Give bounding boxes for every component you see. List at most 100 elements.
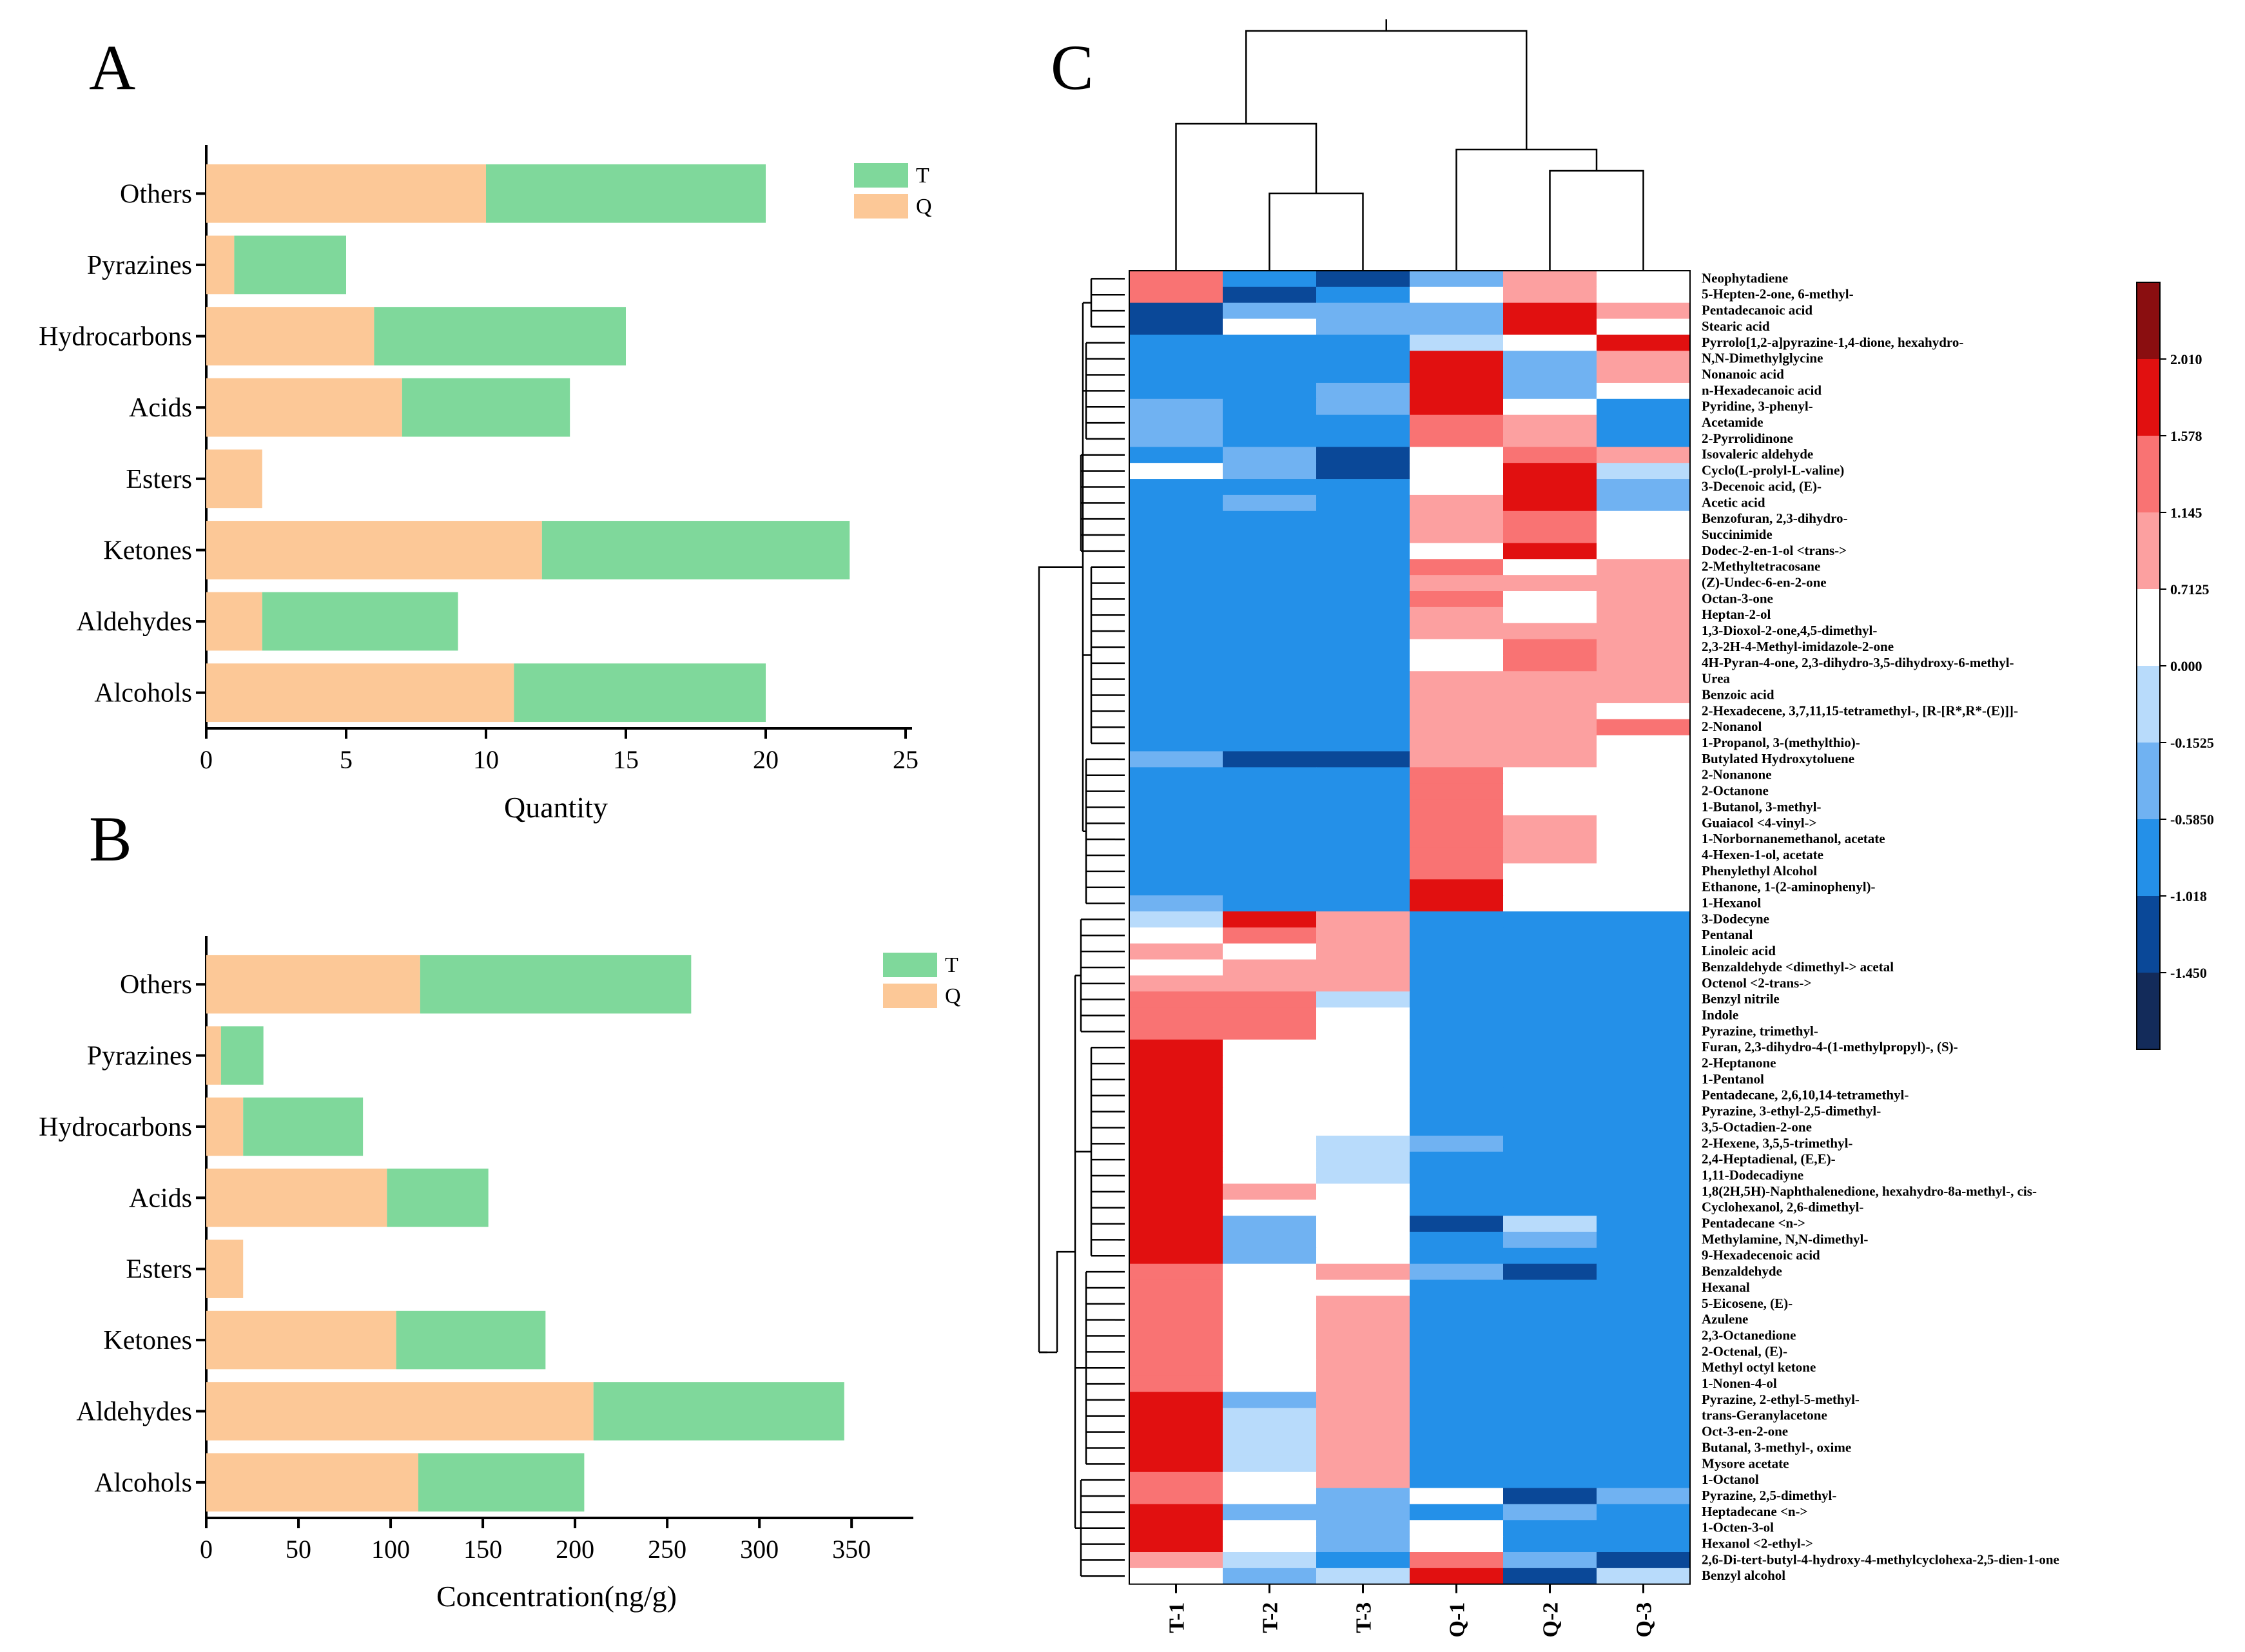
heatmap-cell [1316,398,1410,416]
row-label: 1-Pentanol [1702,1071,1764,1087]
heatmap-cell [1503,414,1597,432]
heatmap-cell [1223,735,1317,752]
heatmap-cell [1129,1263,1223,1281]
heatmap-cell [1410,831,1504,848]
category-label: Acids [129,393,192,423]
heatmap-cell [1410,863,1504,880]
heatmap-cell [1129,879,1223,896]
heatmap-cell [1597,1424,1691,1441]
heatmap-cell [1597,1392,1691,1408]
colorbar-band [2137,589,2160,666]
heatmap-cell [1410,1232,1504,1249]
colorbar-tick-label: -1.450 [2170,965,2207,981]
heatmap-cell [1410,799,1504,816]
heatmap-cell [1410,1440,1504,1457]
heatmap-cell [1129,1055,1223,1073]
heatmap-cell [1503,1455,1597,1473]
category-label: Others [120,179,192,209]
heatmap-cell [1410,847,1504,864]
heatmap-cell [1223,414,1317,432]
heatmap-cell [1223,543,1317,559]
heatmap-cell [1597,1023,1691,1040]
heatmap-cell [1316,1296,1410,1312]
heatmap-cell [1129,1183,1223,1200]
heatmap-cell [1223,927,1317,944]
panel-a-bar-chart: Others Pyrazines Hydrocarbons Acids Esters Ke… [39,145,932,824]
heatmap-cell [1129,639,1223,656]
heatmap-cell [1503,863,1597,880]
heatmap-cell [1129,1408,1223,1424]
row-label: Urea [1702,671,1730,686]
heatmap-cell [1597,494,1691,512]
heatmap-cell [1597,1151,1691,1169]
heatmap-cell [1597,1536,1691,1553]
heatmap-cell [1503,799,1597,816]
row-label: Hexanal [1702,1279,1750,1295]
heatmap-cell [1316,1359,1410,1377]
heatmap-cell [1316,1328,1410,1345]
heatmap-cell [1316,367,1410,384]
x-tick-label: 0 [200,745,213,774]
row-label: 1,11-Dodecadiyne [1702,1167,1803,1183]
heatmap-cell [1223,623,1317,640]
heatmap-cell [1316,1135,1410,1152]
colorbar-band [2137,743,2160,820]
row-label: 5-Eicosene, (E)- [1702,1296,1793,1311]
row-label: Dodec-2-en-1-ol <trans-> [1702,543,1847,558]
heatmap-cell [1503,927,1597,944]
heatmap-cell [1410,1183,1504,1200]
heatmap-cell [1316,1455,1410,1473]
heatmap-cell [1597,1408,1691,1424]
bar-t-aldehydes [593,1382,844,1441]
heatmap-cell [1597,1167,1691,1185]
heatmap-cell [1597,943,1691,960]
heatmap-cell [1410,1055,1504,1073]
heatmap-cell [1410,703,1504,720]
heatmap-cell [1410,543,1504,559]
heatmap-cell [1503,1071,1597,1088]
heatmap-cell [1597,687,1691,704]
bar-t-aldehydes [262,592,458,651]
heatmap-cell [1410,1424,1504,1441]
row-label: Isovaleric aldehyde [1702,447,1813,462]
row-label: 1,3-Dioxol-2-one,4,5-dimethyl- [1702,623,1877,638]
heatmap-cell [1316,447,1410,463]
heatmap-cell [1223,1216,1317,1232]
heatmap-cell [1129,1504,1223,1521]
heatmap-cell [1129,1296,1223,1312]
heatmap-cell [1223,510,1317,528]
heatmap-cell [1410,479,1504,496]
row-label: Mysore acetate [1702,1455,1789,1471]
heatmap-cell [1410,623,1504,640]
heatmap-cell [1316,1151,1410,1169]
heatmap-cell [1223,1359,1317,1377]
heatmap-cell [1410,1167,1504,1185]
heatmap-cell [1597,1007,1691,1024]
heatmap-cell [1410,991,1504,1008]
heatmap-cell [1223,1007,1317,1024]
heatmap-cell [1410,591,1504,608]
heatmap-cell [1597,719,1691,736]
row-label: Stearic acid [1702,318,1770,334]
heatmap-cell [1316,302,1410,320]
heatmap-cell [1410,351,1504,367]
heatmap-cell [1129,1312,1223,1328]
heatmap-cell [1597,382,1691,400]
bar-q-alcohols [206,1453,418,1512]
row-label: 9-Hexadecenoic acid [1702,1247,1820,1263]
heatmap-cell [1597,895,1691,912]
heatmap-cell [1129,335,1223,351]
column-dendrogram-branch [1245,30,1528,150]
heatmap-cell [1316,1103,1410,1120]
heatmap-cell [1597,1200,1691,1216]
heatmap-cell [1410,1087,1504,1104]
heatmap-cell [1410,1359,1504,1377]
heatmap-cell [1503,735,1597,752]
heatmap-cell [1597,815,1691,832]
heatmap-cell [1129,655,1223,672]
heatmap-cell [1223,703,1317,720]
heatmap-cell [1597,543,1691,559]
row-label: 2-Nonanone [1702,767,1772,782]
x-tick-label: 350 [832,1535,871,1564]
row-label: Acetamide [1702,414,1764,430]
